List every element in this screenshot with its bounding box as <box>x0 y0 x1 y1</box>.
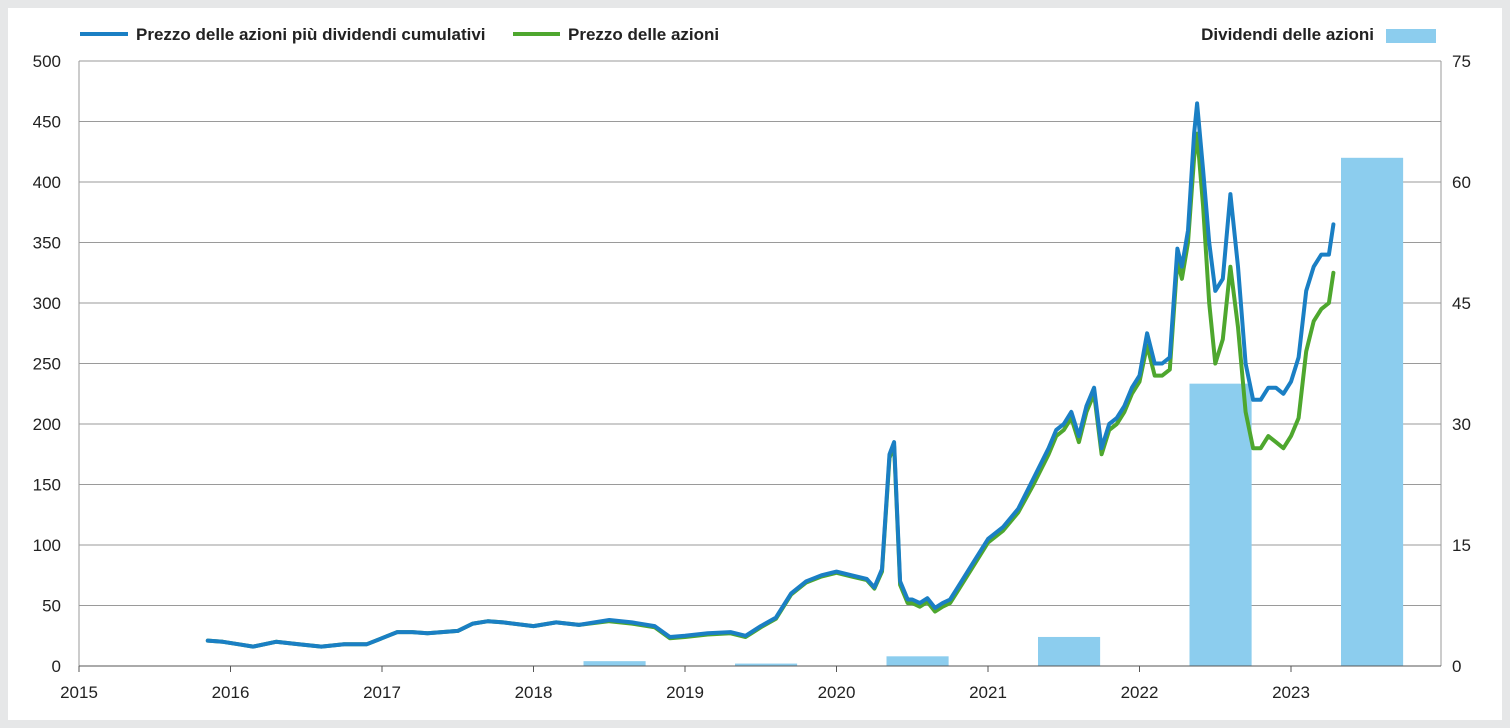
x-tick-label: 2020 <box>818 683 856 702</box>
y-left-tick-label: 500 <box>33 52 61 71</box>
legend-label-total-return: Prezzo delle azioni più dividendi cumula… <box>136 25 486 44</box>
series-lines <box>205 101 1336 649</box>
dividend-bars <box>583 157 1404 667</box>
x-tick-label: 2016 <box>212 683 250 702</box>
axes: 0 50 100 150 200 250 300 350 400 450 500 0 15 30 45 60 7… <box>33 52 1471 702</box>
dividend-bar <box>1038 636 1101 666</box>
x-tick-label: 2015 <box>60 683 98 702</box>
y-right-tick-label: 45 <box>1452 294 1471 313</box>
chart-frame: 0 50 100 150 200 250 300 350 400 450 500 0 15 30 45 60 7… <box>8 8 1502 720</box>
grid-lines <box>79 60 1441 667</box>
y-left-tick-label: 0 <box>52 657 61 676</box>
series-line-price <box>205 131 1336 649</box>
y-left-tick-label: 450 <box>33 113 61 132</box>
y-left-tick-label: 400 <box>33 173 61 192</box>
legend-label-price: Prezzo delle azioni <box>568 25 719 44</box>
y-left-tick-label: 100 <box>33 536 61 555</box>
dividend-bar <box>735 663 798 666</box>
x-tick-label: 2019 <box>666 683 704 702</box>
dividend-bar <box>1341 157 1404 667</box>
y-left-tick-label: 350 <box>33 234 61 253</box>
y-right-tick-label: 0 <box>1452 657 1461 676</box>
y-left-tick-label: 200 <box>33 415 61 434</box>
dividend-bar <box>886 656 949 666</box>
y-left-tick-label: 50 <box>42 597 61 616</box>
x-tick-label: 2023 <box>1272 683 1310 702</box>
y-right-tick-label: 15 <box>1452 536 1471 555</box>
y-left-tick-label: 300 <box>33 294 61 313</box>
y-left-tick-label: 250 <box>33 355 61 374</box>
y-right-tick-label: 75 <box>1452 52 1471 71</box>
series-line-total-return <box>205 101 1336 649</box>
legend-label-dividends: Dividendi delle azioni <box>1201 25 1374 44</box>
chart-svg: 0 50 100 150 200 250 300 350 400 450 500 0 15 30 45 60 7… <box>33 25 1471 702</box>
dividend-bar <box>583 661 646 666</box>
x-tick-label: 2022 <box>1121 683 1159 702</box>
y-left-tick-label: 150 <box>33 476 61 495</box>
y-right-tick-label: 60 <box>1452 173 1471 192</box>
legend-swatch-dividends <box>1386 29 1436 43</box>
y-right-tick-label: 30 <box>1452 415 1471 434</box>
legend: Prezzo delle azioni più dividendi cumula… <box>80 25 1436 44</box>
x-tick-label: 2021 <box>969 683 1007 702</box>
dividend-bar <box>1189 383 1252 666</box>
x-tick-label: 2017 <box>363 683 401 702</box>
x-tick-label: 2018 <box>515 683 553 702</box>
